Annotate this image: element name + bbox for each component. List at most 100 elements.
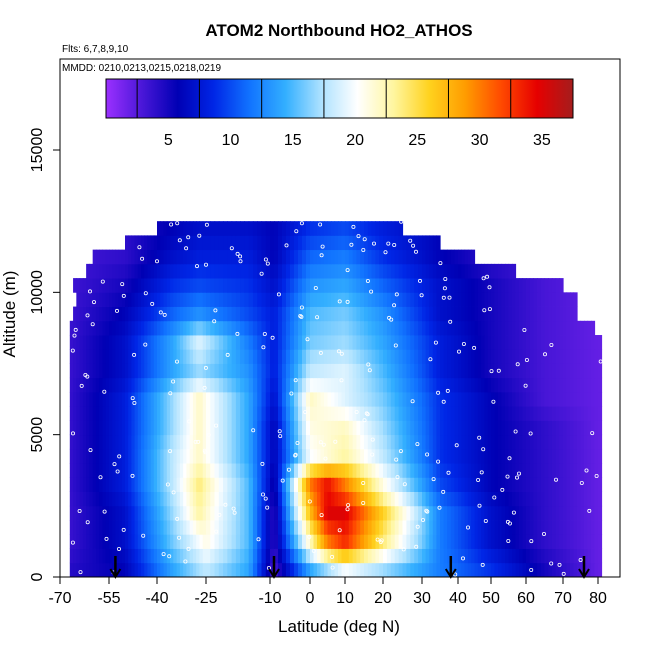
heatmap-cell <box>551 406 557 421</box>
heatmap-cell <box>244 235 250 251</box>
heatmap-cell <box>310 505 315 521</box>
heatmap-cell <box>252 562 258 578</box>
heatmap-cell <box>505 320 510 336</box>
heatmap-cell <box>324 477 329 492</box>
heatmap-cell <box>79 306 84 322</box>
heatmap-cell <box>320 505 325 521</box>
sample-point <box>256 537 261 542</box>
sample-point <box>413 249 418 254</box>
heatmap-cell <box>282 548 287 564</box>
heatmap-cell <box>406 292 411 307</box>
heatmap-cell <box>218 562 224 578</box>
heatmap-cell <box>580 534 585 549</box>
heatmap-cell <box>199 434 204 450</box>
heatmap-cell <box>102 249 107 265</box>
heatmap-cell <box>334 335 339 350</box>
heatmap-cell <box>261 235 267 251</box>
heatmap-cell <box>394 292 400 307</box>
heatmap-cell <box>150 320 155 336</box>
heatmap-cell <box>115 363 120 379</box>
heatmap-cell <box>173 349 178 364</box>
heatmap-cell <box>341 520 346 535</box>
sample-point <box>365 278 370 283</box>
heatmap-cell <box>137 292 142 307</box>
heatmap-cell <box>352 548 357 564</box>
heatmap-cell <box>286 448 291 464</box>
heatmap-cell <box>176 534 181 549</box>
sample-point <box>130 396 135 401</box>
heatmap-cell <box>331 534 336 549</box>
heatmap-cell <box>402 520 407 535</box>
heatmap-cell <box>598 406 603 421</box>
heatmap-cell <box>131 306 136 322</box>
heatmap-cell <box>176 235 181 251</box>
heatmap-cell <box>544 491 549 507</box>
heatmap-cell <box>598 562 603 578</box>
heatmap-cell <box>147 406 152 421</box>
heatmap-cell <box>125 320 129 336</box>
heatmap-cell <box>540 278 546 293</box>
heatmap-cell <box>529 292 534 307</box>
heatmap-cell <box>559 520 564 535</box>
heatmap-cell <box>533 335 538 350</box>
sample-point <box>367 368 372 373</box>
heatmap-cell <box>371 520 376 535</box>
heatmap-cell <box>440 278 445 293</box>
heatmap-cell <box>153 505 158 521</box>
heatmap-cell <box>487 520 492 535</box>
heatmap-cell <box>257 548 263 564</box>
heatmap-cell <box>422 391 427 407</box>
heatmap-cell <box>367 448 373 464</box>
heatmap-cell <box>537 448 542 464</box>
heatmap-cell <box>481 349 485 364</box>
heatmap-cells <box>69 221 603 578</box>
heatmap-cell <box>402 463 407 478</box>
heatmap-cell <box>383 377 388 393</box>
heatmap-cell <box>477 548 482 564</box>
heatmap-cell <box>310 306 315 322</box>
heatmap-cell <box>179 420 184 436</box>
heatmap-cell <box>183 562 187 578</box>
heatmap-cell <box>210 391 216 407</box>
heatmap-cell <box>134 562 139 578</box>
heatmap-cell <box>157 349 161 364</box>
heatmap-cell <box>587 406 592 421</box>
heatmap-cell <box>432 548 437 564</box>
heatmap-cell <box>450 477 455 492</box>
heatmap-cell <box>410 448 415 464</box>
heatmap-cell <box>375 477 380 492</box>
heatmap-cell <box>467 335 472 350</box>
heatmap-cell <box>265 349 271 364</box>
heatmap-cell <box>429 249 434 265</box>
heatmap-cell <box>109 548 113 564</box>
heatmap-cell <box>144 320 148 336</box>
heatmap-cell <box>248 235 254 251</box>
heatmap-cell <box>432 505 437 521</box>
heatmap-cell <box>594 363 599 379</box>
heatmap-cell <box>580 320 585 336</box>
heatmap-cell <box>257 448 263 464</box>
heatmap-cell <box>512 491 517 507</box>
heatmap-cell <box>73 335 77 350</box>
heatmap-cell <box>487 534 492 549</box>
heatmap-cell <box>265 520 271 535</box>
heatmap-cell <box>398 463 404 478</box>
heatmap-cell <box>310 349 315 364</box>
heatmap-cell <box>491 306 496 322</box>
heatmap-cell <box>109 534 113 549</box>
heatmap-cell <box>454 278 459 293</box>
heatmap-cell <box>223 548 228 564</box>
heatmap-cell <box>487 562 492 578</box>
heatmap-cell <box>134 520 139 535</box>
heatmap-cell <box>375 320 380 336</box>
heatmap-cell <box>570 349 575 364</box>
heatmap-cell <box>73 477 77 492</box>
heatmap-cell <box>196 391 201 407</box>
heatmap-cell <box>461 391 466 407</box>
heatmap-cell <box>364 463 369 478</box>
heatmap-cell <box>494 420 499 436</box>
heatmap-cell <box>327 505 332 521</box>
heatmap-cell <box>153 520 158 535</box>
heatmap-cell <box>383 320 388 336</box>
heatmap-cell <box>398 235 404 251</box>
